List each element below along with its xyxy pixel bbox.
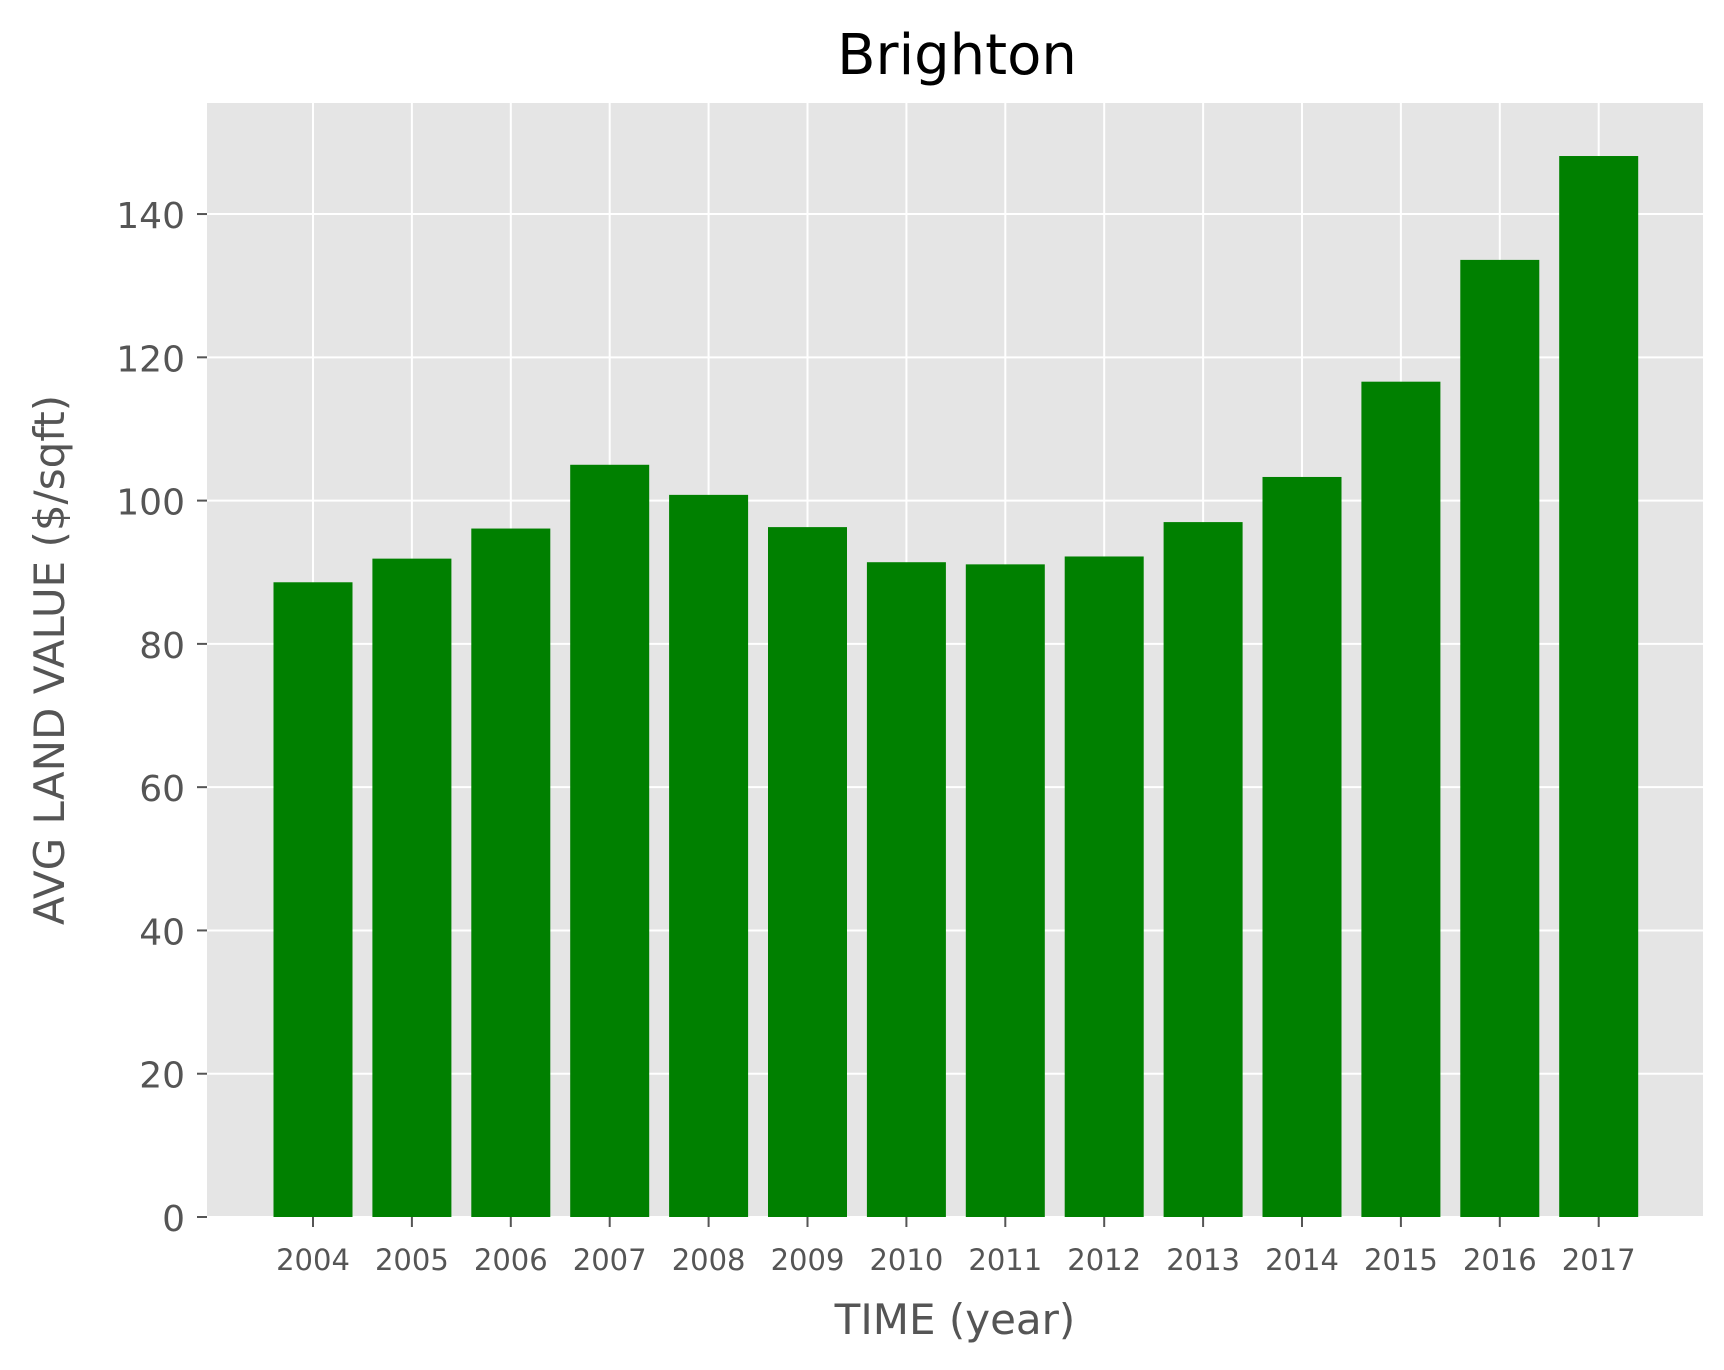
bar-2017 xyxy=(1559,156,1639,1217)
bar-2009 xyxy=(768,527,847,1217)
y-tick-label: 40 xyxy=(139,912,185,953)
bar-2005 xyxy=(372,558,452,1217)
bar-2008 xyxy=(669,494,749,1217)
x-tick-label: 2010 xyxy=(869,1243,943,1277)
bar-2015 xyxy=(1361,381,1441,1218)
x-tick-label: 2007 xyxy=(573,1243,647,1277)
x-tick-label: 2005 xyxy=(375,1243,449,1277)
bar-2007 xyxy=(570,464,650,1217)
bar-2013 xyxy=(1163,522,1243,1217)
x-tick-label: 2008 xyxy=(672,1243,746,1277)
y-tick-label: 80 xyxy=(139,626,185,667)
bar-2006 xyxy=(471,528,551,1217)
bar-2016 xyxy=(1460,259,1540,1217)
x-tick-label: 2015 xyxy=(1364,1243,1438,1277)
y-axis-label: AVG LAND VALUE ($/sqft) xyxy=(25,395,74,925)
bar-2011 xyxy=(965,564,1045,1217)
x-tick-label: 2014 xyxy=(1265,1243,1339,1277)
y-tick-label: 60 xyxy=(139,769,185,810)
x-axis-ticks: 2004 2005 2006 2007 2008 2009 2010 2011 2012 2013… xyxy=(276,1217,1636,1277)
x-tick-label: 2006 xyxy=(474,1243,548,1277)
y-tick-label: 100 xyxy=(116,483,185,524)
x-tick-label: 2013 xyxy=(1166,1243,1240,1277)
chart-title: Brighton xyxy=(837,23,1077,88)
x-tick-label: 2011 xyxy=(968,1243,1042,1277)
bar-2010 xyxy=(866,562,946,1217)
bars xyxy=(273,156,1639,1218)
x-axis-label: TIME (year) xyxy=(834,1295,1076,1344)
y-tick-label: 0 xyxy=(162,1199,185,1240)
x-tick-label: 2012 xyxy=(1067,1243,1141,1277)
y-axis-ticks: 0 20 40 60 80 100 120 140 xyxy=(116,196,207,1240)
plot-area xyxy=(207,103,1703,1217)
x-tick-label: 2004 xyxy=(276,1243,350,1277)
y-tick-label: 140 xyxy=(116,196,185,237)
x-tick-label: 2009 xyxy=(771,1243,845,1277)
x-tick-label: 2017 xyxy=(1562,1243,1636,1277)
bar-2012 xyxy=(1064,556,1144,1217)
bar-2014 xyxy=(1262,476,1342,1218)
bar-2004 xyxy=(273,582,353,1217)
x-tick-label: 2016 xyxy=(1463,1243,1537,1277)
y-tick-label: 20 xyxy=(139,1056,185,1097)
y-tick-label: 120 xyxy=(116,339,185,380)
